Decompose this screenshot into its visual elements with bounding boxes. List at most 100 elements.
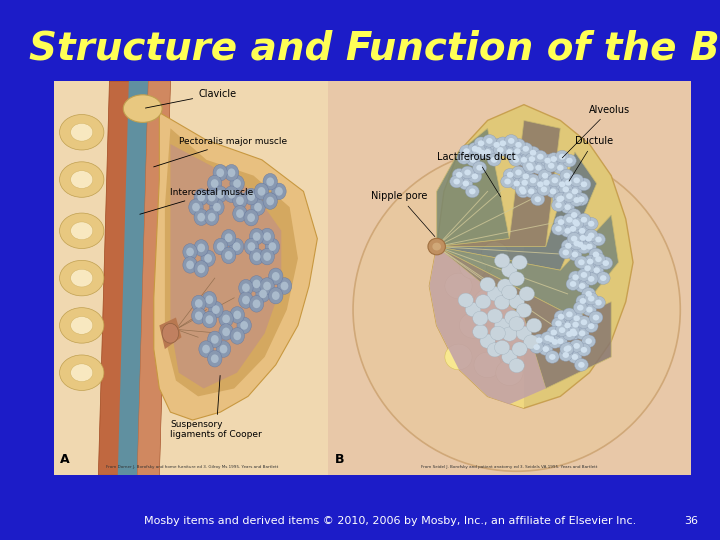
Ellipse shape (570, 194, 584, 206)
Ellipse shape (565, 345, 572, 351)
Ellipse shape (249, 248, 264, 265)
Ellipse shape (548, 174, 562, 187)
Ellipse shape (233, 205, 247, 222)
Ellipse shape (562, 308, 576, 321)
Ellipse shape (564, 204, 571, 210)
Ellipse shape (537, 181, 544, 187)
Ellipse shape (542, 346, 549, 352)
Ellipse shape (457, 152, 471, 164)
Ellipse shape (230, 238, 244, 255)
Ellipse shape (249, 295, 264, 312)
Ellipse shape (269, 268, 283, 285)
Text: Pectoralis major muscle: Pectoralis major muscle (153, 137, 287, 167)
Ellipse shape (259, 289, 267, 298)
Ellipse shape (480, 278, 495, 292)
Ellipse shape (561, 225, 575, 237)
Text: B: B (335, 454, 344, 467)
Ellipse shape (251, 199, 265, 215)
Ellipse shape (253, 300, 261, 308)
Ellipse shape (560, 170, 574, 182)
Ellipse shape (519, 287, 534, 301)
Ellipse shape (428, 238, 446, 255)
Polygon shape (436, 247, 611, 388)
Ellipse shape (560, 343, 574, 355)
Ellipse shape (595, 256, 602, 262)
Ellipse shape (503, 146, 516, 158)
Ellipse shape (228, 190, 235, 199)
Ellipse shape (253, 280, 261, 288)
Ellipse shape (183, 256, 197, 273)
Polygon shape (159, 318, 181, 349)
Ellipse shape (568, 248, 582, 261)
Ellipse shape (468, 143, 482, 155)
Ellipse shape (514, 148, 521, 154)
Ellipse shape (570, 218, 584, 230)
Ellipse shape (509, 359, 524, 373)
Ellipse shape (527, 165, 534, 171)
Polygon shape (171, 144, 282, 388)
Ellipse shape (258, 187, 266, 195)
Ellipse shape (480, 334, 495, 348)
Ellipse shape (565, 180, 572, 186)
Ellipse shape (508, 138, 515, 144)
Ellipse shape (456, 172, 462, 178)
Ellipse shape (485, 149, 491, 155)
Ellipse shape (495, 318, 510, 333)
Ellipse shape (192, 295, 206, 312)
Ellipse shape (60, 355, 104, 390)
Ellipse shape (233, 192, 247, 209)
Ellipse shape (531, 193, 544, 206)
Ellipse shape (487, 309, 503, 323)
Ellipse shape (222, 247, 236, 264)
Ellipse shape (271, 183, 286, 200)
Ellipse shape (593, 315, 599, 320)
Ellipse shape (570, 328, 576, 334)
Ellipse shape (202, 312, 217, 328)
Ellipse shape (192, 307, 206, 324)
Ellipse shape (213, 203, 221, 212)
Ellipse shape (580, 181, 588, 187)
Ellipse shape (548, 336, 562, 348)
Text: Ductule: Ductule (569, 136, 613, 181)
Ellipse shape (519, 186, 526, 192)
Ellipse shape (555, 320, 562, 326)
Ellipse shape (548, 336, 554, 342)
Ellipse shape (573, 221, 580, 227)
Ellipse shape (585, 229, 598, 242)
Ellipse shape (493, 142, 500, 148)
Ellipse shape (272, 272, 279, 281)
Ellipse shape (526, 163, 533, 168)
Ellipse shape (192, 203, 200, 212)
Ellipse shape (459, 145, 474, 158)
Ellipse shape (578, 197, 585, 202)
Ellipse shape (194, 240, 208, 256)
Ellipse shape (572, 354, 578, 360)
Ellipse shape (60, 260, 104, 296)
Ellipse shape (599, 257, 613, 269)
Ellipse shape (472, 146, 478, 152)
Ellipse shape (513, 180, 520, 186)
Ellipse shape (568, 185, 582, 198)
Ellipse shape (498, 279, 513, 293)
Ellipse shape (555, 150, 569, 163)
Ellipse shape (503, 168, 517, 181)
Ellipse shape (547, 326, 561, 339)
Ellipse shape (469, 188, 476, 194)
Ellipse shape (548, 163, 554, 168)
Ellipse shape (590, 264, 603, 276)
Ellipse shape (570, 226, 576, 232)
Ellipse shape (195, 312, 202, 320)
Ellipse shape (450, 175, 464, 188)
Ellipse shape (570, 174, 584, 187)
Ellipse shape (580, 347, 588, 353)
Ellipse shape (547, 153, 561, 165)
Ellipse shape (60, 162, 104, 197)
Ellipse shape (566, 217, 572, 222)
Ellipse shape (502, 350, 517, 364)
Ellipse shape (580, 245, 588, 251)
Ellipse shape (60, 114, 104, 150)
Ellipse shape (516, 326, 531, 340)
Polygon shape (436, 152, 597, 270)
Ellipse shape (531, 161, 545, 174)
Ellipse shape (588, 323, 595, 329)
